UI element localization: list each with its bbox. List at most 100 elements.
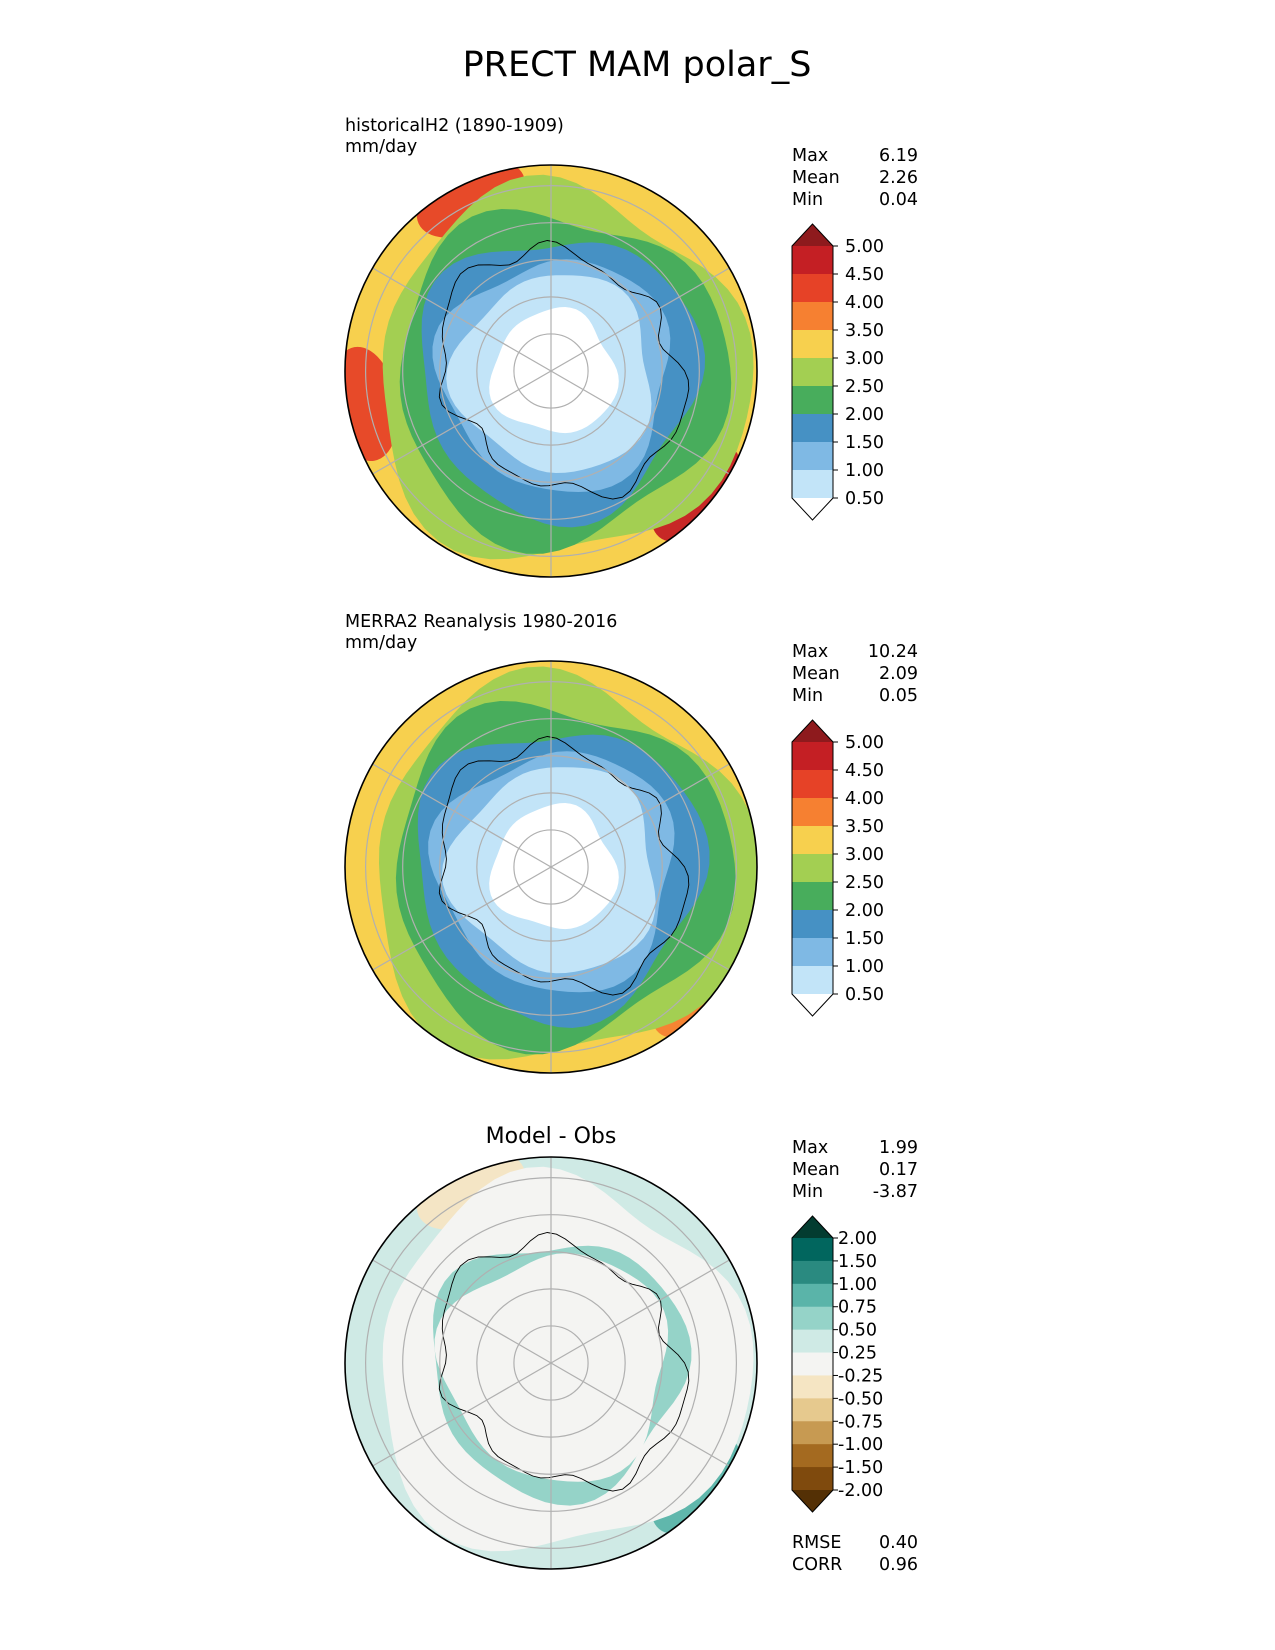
stats-obs: Max 10.24 Mean 2.09 Min 0.05 [792, 642, 918, 706]
figure-title: PRECT MAM polar_S [463, 45, 812, 85]
field-pole [523, 829, 599, 905]
stat-value-max: 1.99 [879, 1138, 918, 1158]
colorbar-segment [792, 274, 833, 303]
colorbar-extend-top [792, 224, 833, 246]
panel-model-units: mm/day [345, 137, 417, 157]
colorbar-segment [792, 1306, 833, 1331]
stat-value-mean: 2.26 [879, 168, 918, 188]
coastline [438, 1232, 690, 1492]
stat-value-max: 10.24 [868, 642, 918, 662]
metric-value-corr: 0.96 [879, 1555, 918, 1575]
stat-label-mean: Mean [792, 664, 840, 684]
colorbar-tick-label: -0.50 [838, 1389, 883, 1409]
colorbar-tick-label: 3.50 [845, 817, 884, 837]
colorbar-tick-label: 4.00 [845, 789, 884, 809]
colorbar-segment [792, 1352, 833, 1376]
colorbar-tick-label: 0.75 [838, 1298, 877, 1318]
colorbar-tick-label: -1.00 [838, 1435, 883, 1455]
colorbar-tick-label: 2.00 [838, 1229, 877, 1249]
field-pole [523, 333, 599, 409]
colorbar-tick-label: 2.00 [845, 405, 884, 425]
panel-diff-title: Model - Obs [486, 1124, 617, 1149]
stat-value-mean: 0.17 [879, 1160, 918, 1180]
colorbar-segment [792, 798, 833, 827]
coastline [438, 736, 690, 996]
map-obs [344, 660, 758, 1074]
colorbar-tick-label: 0.50 [845, 985, 884, 1005]
colorbar-tick-label: -0.75 [838, 1412, 883, 1432]
colorbar-segment [792, 386, 833, 415]
colorbar-segment [792, 910, 833, 939]
colorbar-segment [792, 770, 833, 799]
stat-value-min: -3.87 [873, 1182, 918, 1202]
colorbar-segment [792, 1375, 833, 1399]
colorbar-tick-label: 1.00 [845, 957, 884, 977]
stats-model: Max 6.19 Mean 2.26 Min 0.04 [792, 146, 918, 210]
colorbar-extend-bottom [792, 994, 833, 1016]
colorbar-segment [792, 882, 833, 911]
stat-value-min: 0.05 [879, 686, 918, 706]
graticule-meridian [372, 763, 730, 971]
colorbar-segment [792, 1398, 833, 1422]
field-layer [345, 1157, 757, 1569]
stats-diff: Max 1.99 Mean 0.17 Min -3.87 [792, 1138, 918, 1202]
colorbar-tick-label: 4.00 [845, 293, 884, 313]
colorbar-tick-label: 3.00 [845, 845, 884, 865]
colorbar-tick-label: 1.00 [838, 1275, 877, 1295]
colorbar-segment [792, 1421, 833, 1445]
colorbar-segment [792, 246, 833, 275]
graticule [365, 661, 737, 1073]
colorbar-model: 5.00 4.50 4.00 3.50 3.00 2.50 2.00 1.50 1.00 0.50 [791, 223, 884, 521]
colorbar-segment [792, 1329, 833, 1354]
colorbar-segment [792, 302, 833, 331]
colorbar-tick-label: -2.00 [838, 1481, 883, 1501]
colorbar-segment [792, 1260, 833, 1285]
map-boundary [344, 660, 758, 1074]
colorbar-segment [792, 1444, 833, 1468]
colorbar-tick-label: 2.50 [845, 873, 884, 893]
colorbar-tick-label: 1.50 [838, 1252, 877, 1272]
panel-model: historicalH2 (1890-1909) mm/day Max 6.19… [344, 116, 918, 578]
colorbar-segment [792, 470, 833, 499]
panel-diff: Model - Obs Max 1.99 Mean 0.17 Min -3.87… [344, 1124, 918, 1575]
stat-label-max: Max [792, 146, 828, 166]
colorbar-obs: 5.00 4.50 4.00 3.50 3.00 2.50 2.00 1.50 1.00 0.50 [791, 719, 884, 1017]
metric-label-corr: CORR [792, 1555, 842, 1575]
panel-obs-title: MERRA2 Reanalysis 1980-2016 [345, 612, 617, 632]
map-diff [344, 1156, 758, 1570]
colorbar-segment [792, 854, 833, 883]
colorbar-tick-label: 1.50 [845, 929, 884, 949]
colorbar-segment [792, 938, 833, 967]
colorbar-segment [792, 358, 833, 387]
stat-value-max: 6.19 [879, 146, 918, 166]
colorbar-segment [792, 1467, 833, 1491]
stat-label-min: Min [792, 1182, 823, 1202]
colorbar-extend-top [792, 1216, 833, 1238]
field-layer [345, 661, 757, 1073]
panel-model-title: historicalH2 (1890-1909) [345, 116, 564, 136]
colorbar-tick-label: 4.50 [845, 265, 884, 285]
coastline [438, 240, 690, 500]
colorbar-segment [792, 442, 833, 471]
colorbar-tick-label: 0.50 [838, 1321, 877, 1341]
map-model [344, 164, 758, 578]
map-boundary [344, 1156, 758, 1570]
colorbar-extend-bottom [792, 1490, 833, 1512]
colorbar-tick-label: 4.50 [845, 761, 884, 781]
stat-label-min: Min [792, 686, 823, 706]
colorbar-tick-label: 0.25 [838, 1344, 877, 1364]
stat-label-max: Max [792, 1138, 828, 1158]
colorbar-segment [792, 330, 833, 359]
colorbar-segment [792, 966, 833, 995]
colorbar-tick-label: 1.50 [845, 433, 884, 453]
graticule [365, 1157, 737, 1569]
colorbar-segment [792, 1283, 833, 1308]
colorbar-tick-label: 2.00 [845, 901, 884, 921]
metric-label-rmse: RMSE [792, 1533, 841, 1553]
colorbar-segment [792, 826, 833, 855]
colorbar-tick-label: 3.50 [845, 321, 884, 341]
colorbar-segment [792, 1238, 833, 1262]
colorbar-tick-label: 5.00 [845, 733, 884, 753]
field-layer [345, 165, 757, 577]
